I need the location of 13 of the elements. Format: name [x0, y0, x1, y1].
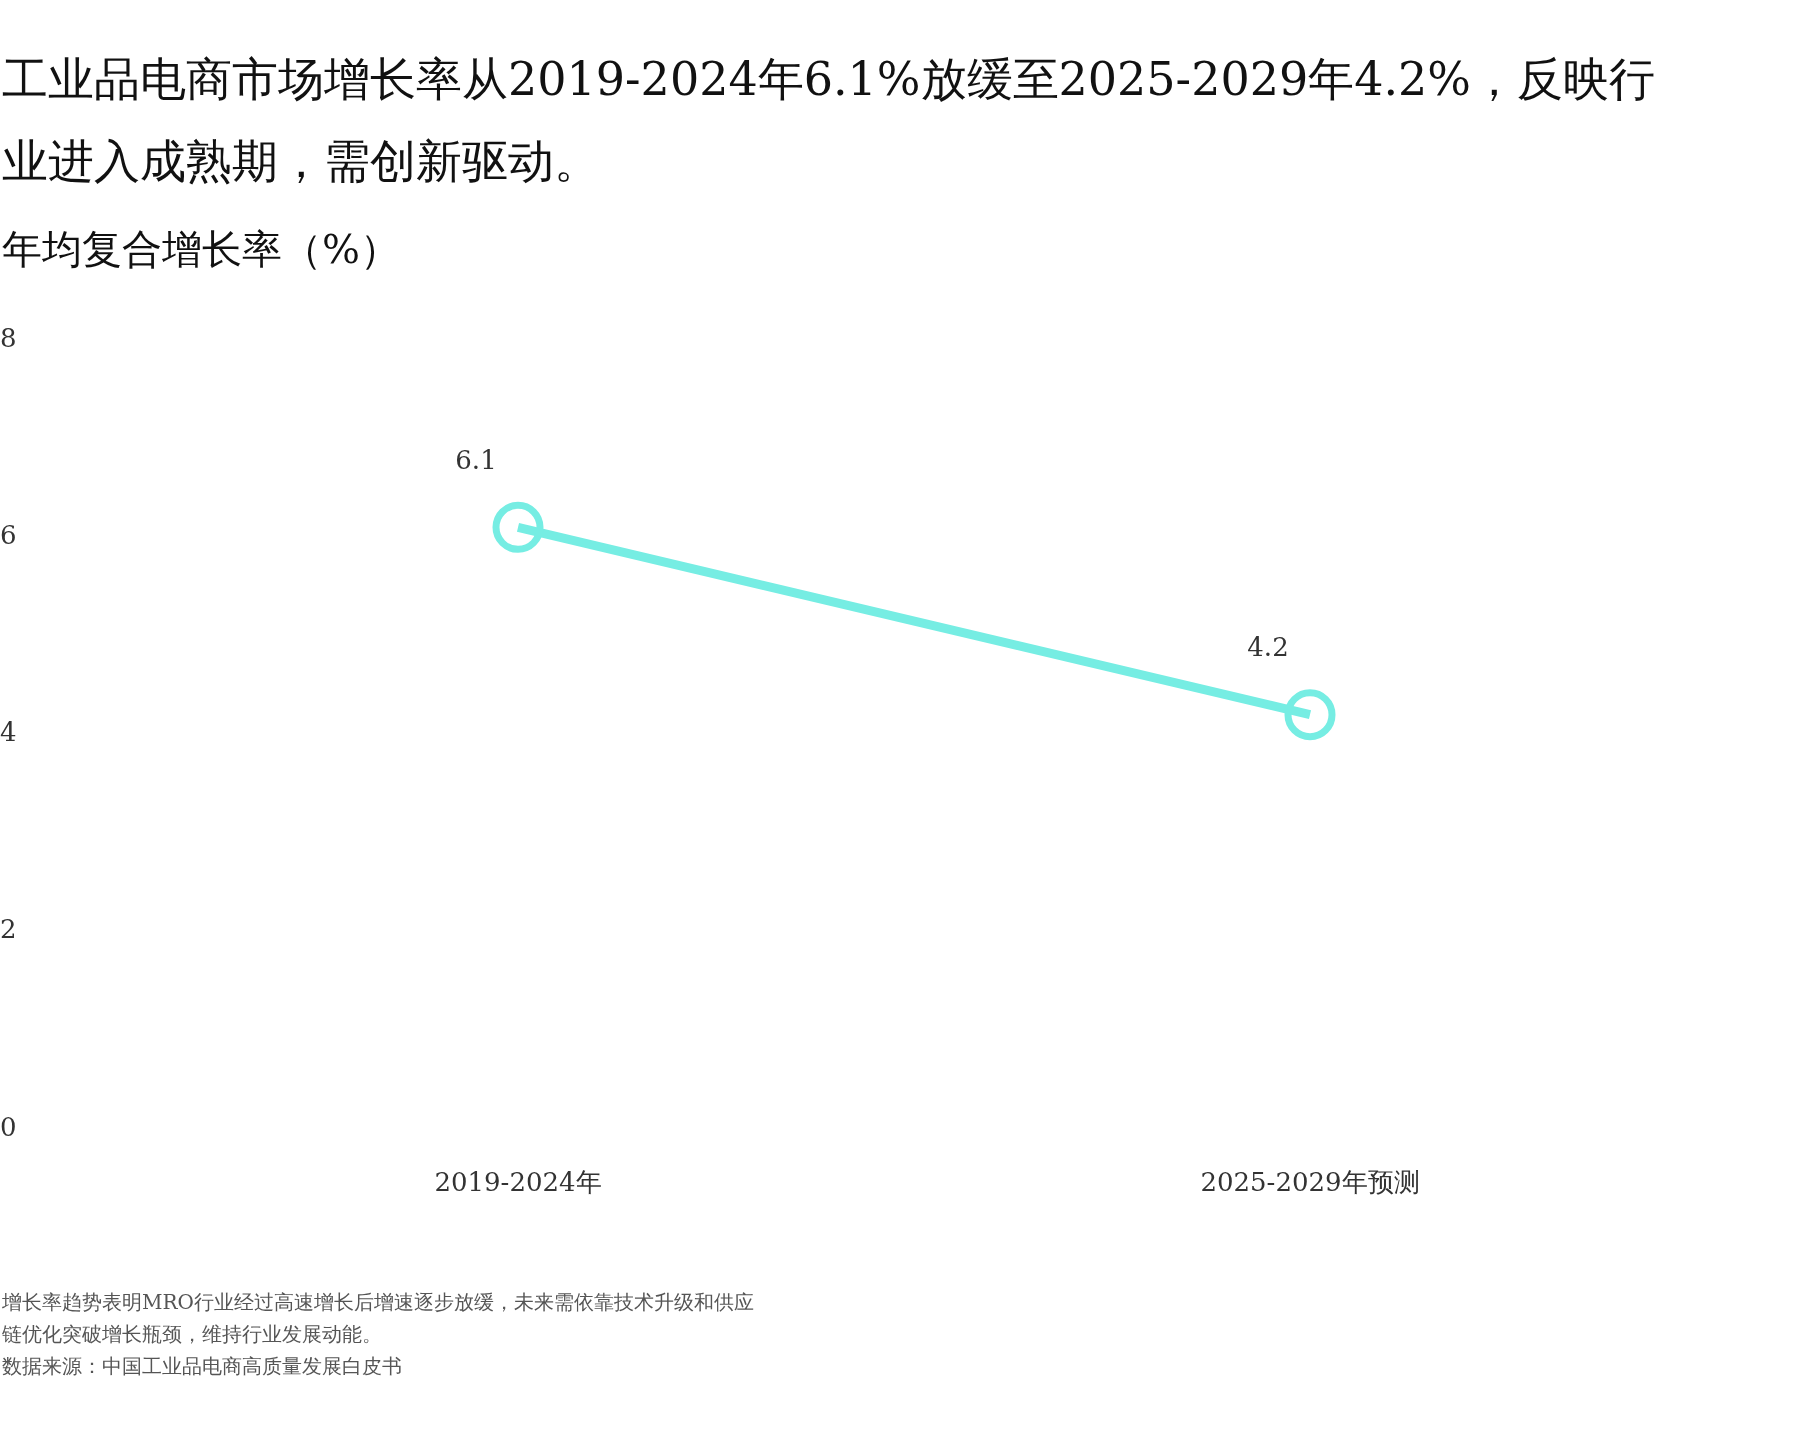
x-tick-label: 2025-2029年预测: [1200, 1167, 1420, 1198]
source-note: 数据来源：中国工业品电商高质量发展白皮书: [2, 1353, 403, 1380]
data-label: 4.2: [1247, 632, 1289, 663]
data-label: 6.1: [455, 445, 497, 476]
x-tick-label: 2019-2024年: [434, 1167, 602, 1198]
y-tick-label: 4: [0, 717, 17, 748]
y-tick-label: 6: [0, 519, 17, 550]
text: 增长率趋势表明MRO行业经过高速增长后增速逐步放缓，未来需依靠技术升级和供应链优化突破增长瓶颈，维持行业发展动能。: [2, 1289, 755, 1348]
y-tick-label: 2: [0, 914, 17, 945]
y-tick-label: 8: [0, 322, 17, 353]
y-tick-label: 0: [0, 1111, 17, 1142]
y-axis-title: 年均复合增长率（%）: [2, 225, 401, 274]
chart-title: 工业品电商市场增长率从2019-2024年6.1%放缓至2025-2029年4.2%，反映行业进入成熟期，需创新驱动。: [2, 51, 1657, 190]
